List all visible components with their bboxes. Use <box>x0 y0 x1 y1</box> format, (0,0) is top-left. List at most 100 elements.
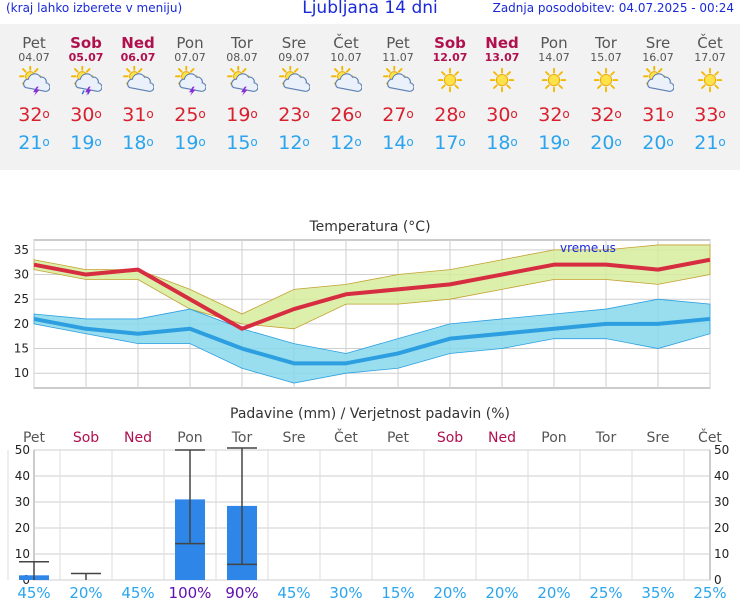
precip-probability: 25% <box>589 584 622 600</box>
temp-min: 15o <box>216 132 268 154</box>
cloud <box>335 73 362 92</box>
cloud-shape <box>335 73 362 92</box>
precip-probability: 35% <box>641 584 674 600</box>
sun-ray <box>441 71 446 76</box>
day-date: 04.07 <box>18 51 50 64</box>
degree-symbol: o <box>406 135 414 149</box>
rain-drop <box>81 90 85 95</box>
sun-disc <box>495 73 509 87</box>
sun-ray <box>345 68 351 73</box>
temp-max-value: 32 <box>18 104 43 126</box>
cloud <box>647 73 674 92</box>
degree-symbol: o <box>458 107 466 121</box>
y-tick-label-right: 40 <box>714 469 729 483</box>
day-date: 15.07 <box>590 51 622 64</box>
temp-max: 33o <box>684 104 736 126</box>
sun-disc <box>443 73 457 87</box>
temp-max-value: 26 <box>330 104 355 126</box>
day-label: Sob <box>437 430 463 446</box>
temp-max: 27o <box>372 104 424 126</box>
temp-min-value: 20 <box>642 132 667 154</box>
day-date: 07.07 <box>174 51 206 64</box>
day-date: 06.07 <box>120 51 156 64</box>
day-column: Tor 08.07 19o 15o <box>216 24 268 154</box>
temp-min: 14o <box>372 132 424 154</box>
sun-ray <box>701 71 706 76</box>
temp-max-value: 23 <box>278 104 303 126</box>
cloud-shape <box>127 73 154 92</box>
temp-min: 19o <box>60 132 112 154</box>
day-name: Tor <box>231 34 253 52</box>
sun-ray <box>545 71 550 76</box>
sun-ray <box>558 84 563 89</box>
day-label: Ned <box>124 430 152 446</box>
sun-disc <box>547 73 561 87</box>
degree-symbol: o <box>510 107 518 121</box>
precip-probability: 45% <box>277 584 310 600</box>
sun-ray <box>74 68 79 73</box>
day-name: Pon <box>540 34 568 52</box>
precip-probability: 20% <box>433 584 466 600</box>
temperature-chart: 10 15 20 25 30 35 vreme.us <box>14 239 711 389</box>
sun-ray <box>558 71 563 76</box>
temp-max: 19o <box>216 104 268 126</box>
precip-probability: 45% <box>121 584 154 600</box>
sun-ray <box>506 84 511 89</box>
lightning-bolt <box>85 86 92 96</box>
degree-symbol: o <box>666 135 674 149</box>
day-label: Sob <box>73 430 99 446</box>
temp-max-value: 30 <box>486 104 511 126</box>
degree-symbol: o <box>42 135 50 149</box>
y-tick-label-left: 10 <box>15 547 30 561</box>
day-column: Pet 04.07 32o 21o <box>8 24 60 154</box>
temp-min: 12o <box>320 132 372 154</box>
day-column: Tor 15.07 32o 20o <box>580 24 632 154</box>
sun-ray <box>545 84 550 89</box>
sun-cloud-icon <box>279 66 310 92</box>
temp-min: 20o <box>580 132 632 154</box>
lightning-bolt <box>33 86 40 96</box>
sun-ray <box>33 68 39 73</box>
day-name: Sob <box>70 34 102 52</box>
cloud <box>23 73 50 92</box>
temp-min: 21o <box>684 132 736 154</box>
temp-min-value: 12 <box>330 132 355 154</box>
lightning-bolt <box>241 86 248 96</box>
temp-max: 31o <box>112 104 164 126</box>
day-label: Tor <box>595 430 617 446</box>
sun-ray <box>178 68 183 73</box>
temp-min-value: 18 <box>122 132 147 154</box>
sun-icon <box>489 67 515 93</box>
sun-ray <box>85 68 91 73</box>
temp-max-value: 31 <box>642 104 667 126</box>
min-temp-line <box>33 316 711 366</box>
temp-max-value: 32 <box>538 104 563 126</box>
degree-symbol: o <box>510 135 518 149</box>
day-date: 14.07 <box>538 51 570 64</box>
cloud <box>127 73 154 92</box>
day-column: Pon 14.07 32o 19o <box>528 24 580 154</box>
temp-max-value: 27 <box>382 104 407 126</box>
sun-ray <box>714 71 719 76</box>
day-column: Čet 17.07 33o 21o <box>684 24 736 154</box>
day-name: Čet <box>697 34 723 52</box>
temp-min-value: 19 <box>538 132 563 154</box>
day-name: Pet <box>386 34 410 52</box>
day-label: Sre <box>647 430 670 446</box>
sun-icon <box>697 67 723 93</box>
degree-symbol: o <box>562 135 570 149</box>
sun-ray <box>646 68 651 73</box>
degree-symbol: o <box>94 107 102 121</box>
sun-ray <box>454 84 459 89</box>
degree-symbol: o <box>354 107 362 121</box>
watermark: vreme.us <box>560 241 616 255</box>
sun-ray <box>230 68 235 73</box>
precip-probability: 20% <box>537 584 570 600</box>
day-date: 13.07 <box>484 51 520 64</box>
temp-max-value: 30 <box>70 104 95 126</box>
sun-icon <box>593 67 619 93</box>
degree-symbol: o <box>614 135 622 149</box>
day-label: Pet <box>23 430 46 446</box>
degree-symbol: o <box>614 107 622 121</box>
degree-symbol: o <box>718 107 726 121</box>
